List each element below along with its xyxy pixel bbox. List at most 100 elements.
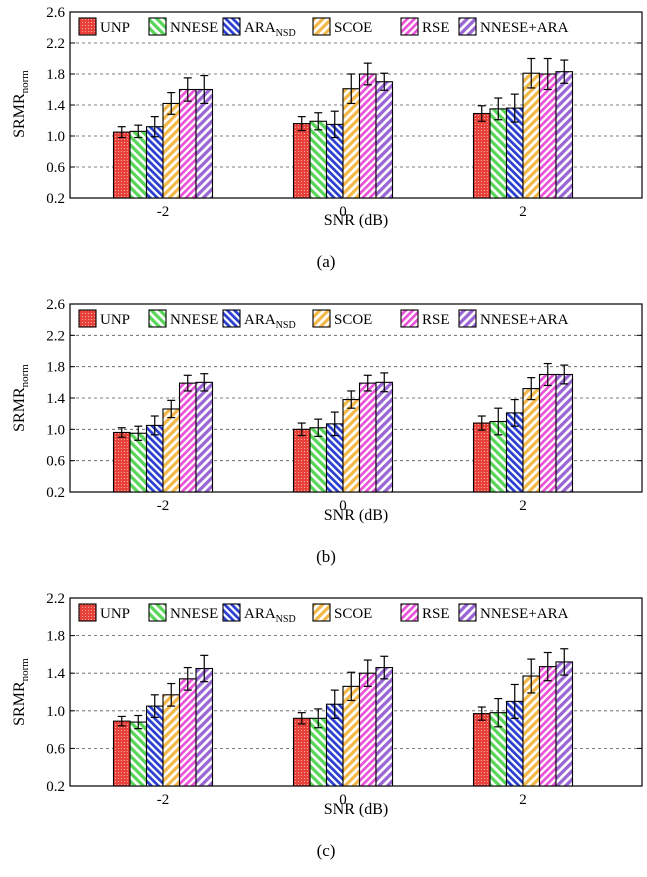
legend-swatch bbox=[222, 603, 241, 622]
legend-swatch bbox=[312, 309, 331, 328]
error-bar bbox=[477, 415, 486, 431]
error-bar bbox=[117, 427, 126, 438]
legend-item: RSE bbox=[400, 309, 450, 328]
y-tick-label: 2.2 bbox=[46, 328, 65, 344]
legend-label: SCOE bbox=[334, 20, 372, 36]
bar bbox=[538, 73, 557, 199]
error-bar bbox=[183, 374, 192, 392]
error-bar bbox=[200, 373, 209, 392]
legend-label: ARANSD bbox=[244, 312, 296, 331]
bar bbox=[195, 381, 214, 493]
bar bbox=[358, 672, 377, 787]
legend-item: NNESE bbox=[148, 603, 218, 622]
y-axis-label: SRMRnorm bbox=[11, 364, 31, 432]
error-bar bbox=[297, 422, 306, 437]
bar bbox=[112, 431, 131, 493]
x-tick-label: 2 bbox=[519, 498, 527, 514]
legend-item: RSE bbox=[400, 603, 450, 622]
x-tick-label: 0 bbox=[339, 498, 347, 514]
error-bar bbox=[560, 59, 569, 84]
legend-label: UNP bbox=[100, 20, 130, 36]
bar bbox=[489, 108, 508, 199]
x-axis-label: SNR (dB) bbox=[324, 212, 388, 229]
legend-item: SCOE bbox=[312, 309, 372, 328]
x-tick-label: 2 bbox=[519, 204, 527, 220]
y-tick-label: 1.4 bbox=[46, 666, 65, 682]
legend-item: RSE bbox=[400, 17, 450, 36]
error-bar bbox=[380, 372, 389, 393]
bar bbox=[472, 422, 491, 493]
y-tick-label: 2.2 bbox=[46, 591, 65, 607]
bar bbox=[162, 694, 181, 787]
bar bbox=[358, 73, 377, 199]
bar bbox=[538, 666, 557, 787]
legend-label: NNESE+ARA bbox=[480, 20, 569, 36]
y-tick-label: 0.6 bbox=[46, 741, 65, 757]
legend-item: ARANSD bbox=[222, 309, 296, 331]
legend-label: SCOE bbox=[334, 312, 372, 328]
legend-swatch bbox=[458, 603, 477, 622]
legend-swatch bbox=[400, 309, 419, 328]
bar bbox=[309, 120, 328, 199]
error-bar bbox=[134, 714, 143, 730]
legend-item: ARANSD bbox=[222, 17, 296, 39]
y-tick-label: 1.0 bbox=[46, 129, 65, 145]
panel-caption: (a) bbox=[317, 252, 336, 271]
bar bbox=[472, 112, 491, 199]
legend-item: UNP bbox=[78, 603, 130, 622]
legend-swatch bbox=[148, 17, 167, 36]
bar bbox=[342, 88, 361, 199]
bar bbox=[145, 126, 164, 199]
legend-label: RSE bbox=[422, 606, 450, 622]
legend-label: NNESE bbox=[170, 312, 218, 328]
legend-swatch bbox=[222, 309, 241, 328]
error-bar bbox=[560, 648, 569, 676]
legend-item: NNESE bbox=[148, 17, 218, 36]
legend-swatch bbox=[148, 309, 167, 328]
legend-swatch bbox=[458, 309, 477, 328]
error-bar bbox=[330, 110, 339, 139]
legend-label: RSE bbox=[422, 20, 450, 36]
error-bar bbox=[363, 374, 372, 392]
legend-label: ARANSD bbox=[244, 20, 296, 39]
bar bbox=[309, 427, 328, 493]
y-tick-label: 1.0 bbox=[46, 422, 65, 438]
error-bar bbox=[200, 654, 209, 683]
error-bar bbox=[347, 390, 356, 409]
error-bar bbox=[543, 362, 552, 387]
bar bbox=[555, 661, 574, 787]
y-tick-label: 2.2 bbox=[46, 36, 65, 52]
bar bbox=[145, 705, 164, 787]
error-bar bbox=[527, 658, 536, 694]
error-bar bbox=[200, 74, 209, 105]
panel-3: 0.2 0.6 1.0 1.4 1.8 2.2 -2 0 2 SNR (dB) SRMRnorm (c… bbox=[11, 591, 643, 860]
bar bbox=[178, 382, 197, 493]
legend-swatch bbox=[400, 603, 419, 622]
x-axis-label: SNR (dB) bbox=[324, 801, 388, 818]
legend-label: NNESE+ARA bbox=[480, 606, 569, 622]
error-bar bbox=[167, 399, 176, 419]
legend-item: NNESE bbox=[148, 309, 218, 328]
legend-item: NNESE+ARA bbox=[458, 603, 569, 622]
bar bbox=[522, 72, 541, 199]
error-bar bbox=[167, 682, 176, 707]
y-tick-label: 1.8 bbox=[46, 360, 65, 376]
error-bar bbox=[314, 418, 323, 437]
legend-label: RSE bbox=[422, 312, 450, 328]
bar bbox=[555, 71, 574, 199]
legend-swatch bbox=[148, 603, 167, 622]
y-tick-label: 1.4 bbox=[46, 98, 65, 114]
legend-label: UNP bbox=[100, 606, 130, 622]
error-bar bbox=[330, 411, 339, 437]
legend-item: UNP bbox=[78, 17, 130, 36]
legend-label: NNESE bbox=[170, 20, 218, 36]
bar bbox=[195, 667, 214, 787]
x-axis-label: SNR (dB) bbox=[324, 507, 388, 524]
legend-swatch bbox=[78, 17, 97, 36]
error-bar bbox=[510, 93, 519, 123]
legend-label: NNESE bbox=[170, 606, 218, 622]
legend-label: SCOE bbox=[334, 606, 372, 622]
y-tick-label: 1.0 bbox=[46, 704, 65, 720]
